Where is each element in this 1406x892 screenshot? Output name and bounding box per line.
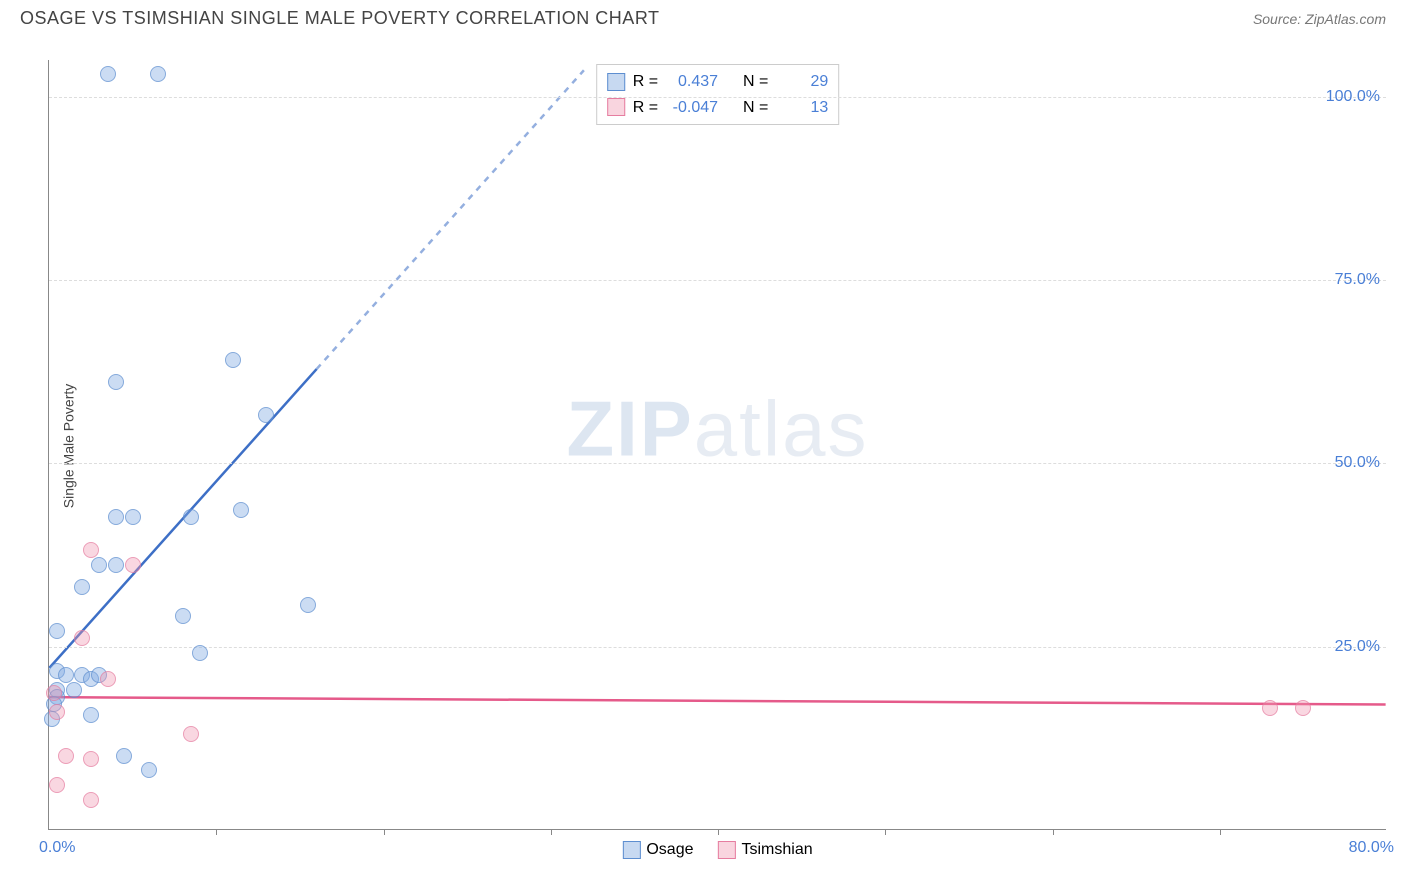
data-point — [141, 762, 157, 778]
data-point — [49, 623, 65, 639]
data-point — [300, 597, 316, 613]
data-point — [91, 557, 107, 573]
data-point — [125, 557, 141, 573]
legend-row-osage: R = 0.437 N = 29 — [607, 69, 829, 95]
x-tick — [1053, 829, 1054, 835]
data-point — [108, 374, 124, 390]
trend-lines — [49, 60, 1386, 829]
data-point — [258, 407, 274, 423]
data-point — [108, 557, 124, 573]
grid-line — [49, 647, 1386, 648]
data-point — [58, 748, 74, 764]
x-tick — [718, 829, 719, 835]
x-tick — [551, 829, 552, 835]
x-tick — [1220, 829, 1221, 835]
data-point — [108, 509, 124, 525]
data-point — [83, 707, 99, 723]
scatter-plot-area: ZIPatlas R = 0.437 N = 29 R = -0.047 N =… — [48, 60, 1386, 830]
data-point — [100, 671, 116, 687]
legend-row-tsimshian: R = -0.047 N = 13 — [607, 95, 829, 121]
x-axis-label: 80.0% — [1349, 839, 1394, 857]
data-point — [83, 751, 99, 767]
series-legend: Osage Tsimshian — [622, 841, 812, 859]
data-point — [1295, 700, 1311, 716]
data-point — [46, 685, 62, 701]
y-tick-label: 25.0% — [1335, 638, 1380, 656]
chart-title: OSAGE VS TSIMSHIAN SINGLE MALE POVERTY C… — [20, 8, 659, 29]
x-axis-label: 0.0% — [39, 839, 75, 857]
data-point — [183, 726, 199, 742]
y-tick-label: 100.0% — [1326, 88, 1380, 106]
data-point — [66, 682, 82, 698]
data-point — [1262, 700, 1278, 716]
data-point — [150, 66, 166, 82]
data-point — [58, 667, 74, 683]
legend-swatch-blue — [607, 73, 625, 91]
data-point — [74, 579, 90, 595]
legend-item-osage: Osage — [622, 841, 693, 859]
data-point — [100, 66, 116, 82]
x-tick — [885, 829, 886, 835]
data-point — [175, 608, 191, 624]
grid-line — [49, 463, 1386, 464]
legend-swatch-pink — [607, 98, 625, 116]
legend-swatch-pink — [718, 841, 736, 859]
grid-line — [49, 280, 1386, 281]
data-point — [233, 502, 249, 518]
header: OSAGE VS TSIMSHIAN SINGLE MALE POVERTY C… — [0, 0, 1406, 29]
data-point — [49, 777, 65, 793]
data-point — [225, 352, 241, 368]
y-tick-label: 75.0% — [1335, 271, 1380, 289]
y-tick-label: 50.0% — [1335, 454, 1380, 472]
data-point — [192, 645, 208, 661]
legend-swatch-blue — [622, 841, 640, 859]
data-point — [49, 704, 65, 720]
grid-line — [49, 97, 1386, 98]
x-tick — [216, 829, 217, 835]
data-point — [116, 748, 132, 764]
data-point — [125, 509, 141, 525]
data-point — [183, 509, 199, 525]
legend-item-tsimshian: Tsimshian — [718, 841, 813, 859]
data-point — [74, 630, 90, 646]
correlation-legend: R = 0.437 N = 29 R = -0.047 N = 13 — [596, 64, 840, 125]
x-tick — [384, 829, 385, 835]
source-attribution: Source: ZipAtlas.com — [1253, 11, 1386, 27]
data-point — [83, 542, 99, 558]
data-point — [83, 792, 99, 808]
